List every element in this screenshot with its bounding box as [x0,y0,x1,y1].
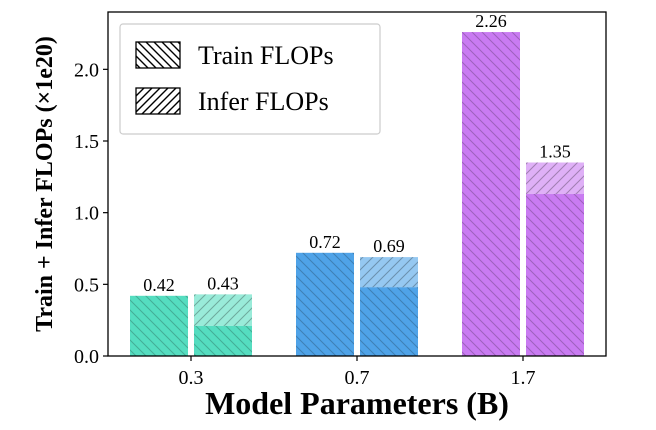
bar-labels-layer: 0.42 0.43 0.72 0.69 2.26 1.35 [143,11,571,295]
x-tick-label: 0.3 [179,367,204,389]
bar-value-label: 2.26 [475,11,507,31]
legend-label-infer: Infer FLOPs [198,87,329,116]
legend-label-train: Train FLOPs [198,41,334,70]
y-tick-label: 1.5 [74,131,99,153]
y-tick-label: 0.0 [74,346,99,368]
y-tick-label: 1.0 [74,203,99,225]
y-tick-label: 2.0 [74,59,99,81]
y-axis: 0.0 0.5 1.0 1.5 2.0 [74,59,108,368]
x-axis-title: Model Parameters (B) [205,385,509,421]
y-tick-label: 0.5 [74,274,99,296]
legend-swatch-infer [135,87,181,115]
bar-infer-hatch [194,294,252,326]
bar-value-label: 0.72 [309,232,341,252]
bar-train-hatch [194,325,252,356]
y-axis-title: Train + Infer FLOPs (×1e20) [32,36,58,332]
bar-value-label: 0.43 [207,273,239,293]
bar-infer-hatch [526,162,584,195]
bar-train-hatch [360,287,418,356]
legend: Train FLOPs Infer FLOPs [119,23,381,135]
bar-value-label: 1.35 [539,142,571,162]
bar-value-label: 0.69 [373,236,405,256]
bars-layer [130,32,584,357]
bar-infer-hatch [360,257,418,288]
bar-value-label: 0.42 [143,275,175,295]
bar-train-hatch [462,32,520,357]
bar-train-hatch [526,194,584,356]
legend-frame [119,23,381,135]
legend-swatch-train [135,41,181,69]
bar-train-hatch [130,295,188,356]
bar-train-hatch [296,252,354,356]
x-tick-label: 1.7 [511,367,536,389]
x-tick-label: 0.7 [345,367,370,389]
x-axis: 0.3 0.7 1.7 [179,356,536,389]
